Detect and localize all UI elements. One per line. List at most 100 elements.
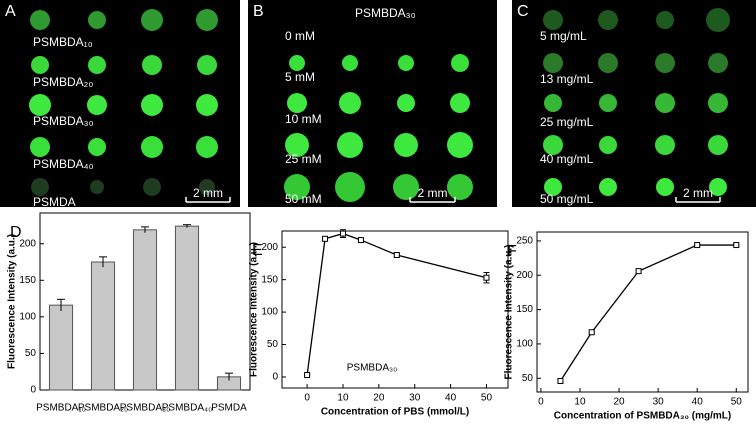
y-tick-label: 150 [261,274,278,285]
droplet [287,93,307,113]
sample-label: 50 mM [285,192,322,206]
droplet [393,174,419,200]
sample-label: 25 mM [285,152,322,166]
droplet [709,178,727,196]
droplet [708,53,728,73]
sample-label: 13 mg/mL [540,72,594,86]
droplet [199,179,215,195]
sample-label: 25 mg/mL [540,115,594,129]
droplet [397,94,415,112]
y-axis-label: Fluorescence Intensity (a.u.) [7,234,18,369]
sample-label: PSMBDA₁₀ [33,35,93,49]
x-tick-label: PSMDA [211,403,247,414]
droplet [88,56,106,74]
plot-frame [536,231,749,393]
droplet [599,178,617,196]
droplet [141,136,163,158]
droplet [598,53,618,73]
droplet [141,94,163,116]
x-tick-label: 30 [409,393,421,404]
bar [132,229,158,391]
x-tick-label: 50 [731,397,743,408]
droplet [655,53,675,73]
droplet [335,172,365,202]
x-tick-label: PSMBDA₄₀ [162,403,212,414]
x-tick-label: 0 [538,397,544,408]
droplet [708,93,728,113]
droplet [656,178,674,196]
droplet [339,92,361,114]
droplet [543,135,563,155]
droplet [285,133,309,157]
droplet [197,55,217,75]
x-tick-label: PSMBDA₁₀ [36,403,86,414]
y-tick-label: 0 [30,385,36,396]
droplet [88,138,106,156]
panel-letter: E [252,242,263,259]
line [559,244,737,382]
droplet [143,178,161,196]
panel-letter: D [10,224,22,241]
y-tick-label: 50 [25,348,37,359]
droplet [451,54,469,72]
bar [174,225,200,391]
x-tick-label: PSMBDA₂₀ [78,403,128,414]
sample-label: PSMDA [33,195,76,209]
marker [393,252,400,259]
sample-label: 5 mM [285,70,315,84]
droplet [447,132,473,158]
droplet [142,55,162,75]
marker [733,242,740,249]
x-tick-label: 20 [613,397,625,408]
droplet [543,53,563,73]
marker [588,329,595,336]
droplet [708,135,728,155]
marker [483,274,490,281]
y-tick-label: 150 [19,275,36,286]
marker [322,235,329,242]
x-tick-label: 20 [373,393,385,404]
marker [557,378,564,385]
x-tick-label: 0 [304,393,310,404]
x-tick-label: 30 [653,397,665,408]
marker [339,230,346,237]
panel-letter: A [5,3,16,20]
panel-letter: B [253,3,264,20]
y-tick-label: 100 [261,307,278,318]
bar [48,304,74,391]
droplet [544,178,562,196]
annotation: PSMBDA₃₀ [347,363,397,374]
droplet [450,93,470,113]
sample-label: PSMBDA₂₀ [33,75,93,89]
droplet [87,95,107,115]
line [306,232,487,376]
droplet [599,136,617,154]
droplet [544,94,562,112]
y-tick-label: 250 [516,236,533,247]
marker [357,237,364,244]
droplet [284,174,310,200]
droplet [656,11,674,29]
sample-label: 10 mM [285,112,322,126]
droplet [447,174,473,200]
marker [304,372,311,379]
bar [90,261,116,391]
y-tick-label: 200 [261,242,278,253]
y-tick-label: 50 [267,339,279,350]
scale-label: 2 mm [683,186,713,200]
x-tick-label: 40 [445,393,457,404]
y-tick-label: 150 [516,304,533,315]
scale-label: 2 mm [418,186,448,200]
y-tick-label: 200 [516,270,533,281]
x-tick-label: 10 [337,393,349,404]
sample-label: PSMBDA₃₀ [33,114,94,128]
plot-frame [281,230,509,389]
x-tick-label: 50 [481,393,493,404]
droplet [598,10,618,30]
sample-label: 5 mg/mL [540,29,587,43]
sample-label: 50 mg/mL [540,192,594,206]
droplet [398,55,414,71]
droplet [30,137,50,157]
sample-label: PSMBDA₄₀ [33,157,94,171]
